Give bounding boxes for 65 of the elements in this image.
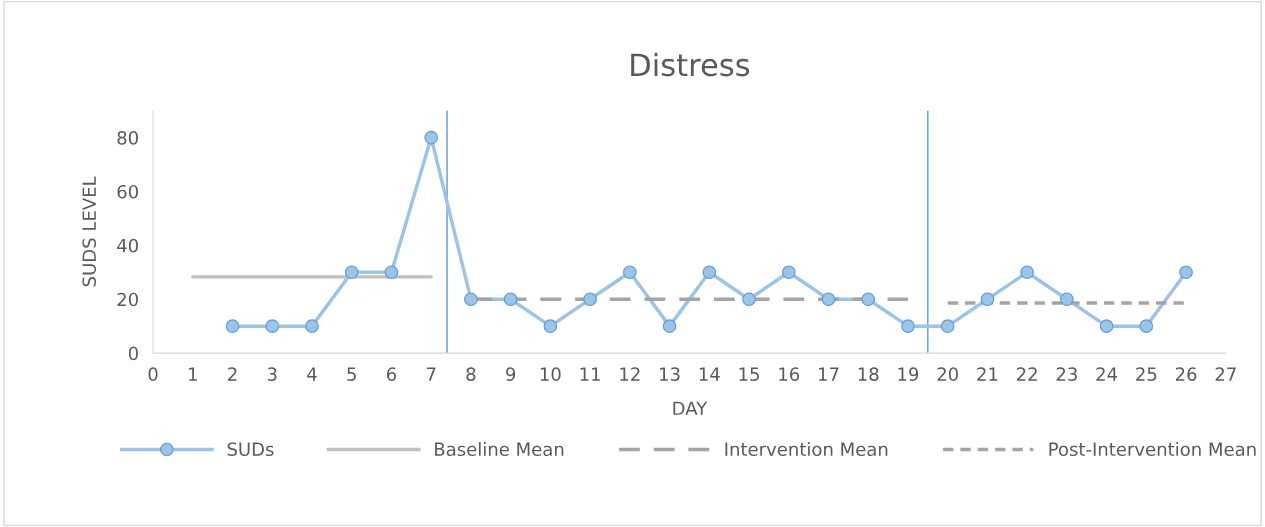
- chart-title: Distress: [631, 52, 750, 77]
- x-tick-label: 27: [1215, 367, 1236, 381]
- x-tick-label: 21: [977, 367, 998, 381]
- x-tick-label: 22: [1016, 367, 1037, 381]
- point: [543, 319, 558, 333]
- point: [702, 265, 717, 280]
- x-tick-label: 17: [818, 367, 839, 381]
- point: [781, 265, 796, 280]
- x-tick-label: 19: [898, 367, 919, 381]
- y-tick-label: 40: [117, 238, 138, 253]
- legend-label: Baseline Mean: [435, 442, 564, 457]
- point: [901, 319, 915, 333]
- x-tick-label: 12: [620, 367, 640, 381]
- legend-label: Post-Intervention Mean: [1049, 442, 1256, 457]
- point: [225, 319, 240, 333]
- x-tick-label: 20: [937, 367, 958, 381]
- x-tick-label: 9: [506, 367, 516, 381]
- point: [1020, 265, 1034, 280]
- x-tick-label: 6: [386, 367, 397, 381]
- point: [940, 319, 955, 333]
- legend-label: Intervention Mean: [725, 442, 888, 457]
- x-axis-title: DAY: [673, 401, 708, 415]
- x-tick-label: 23: [1056, 367, 1077, 381]
- x-tick-label: 1: [189, 367, 197, 381]
- point: [583, 292, 597, 307]
- point: [1179, 265, 1193, 280]
- x-tick-label: 13: [660, 367, 680, 381]
- y-tick-label: 20: [117, 292, 138, 307]
- point: [344, 265, 359, 280]
- y-tick-label: 0: [128, 346, 138, 361]
- x-tick-label: 18: [858, 367, 879, 381]
- y-tick-label: 80: [117, 131, 138, 145]
- point: [265, 319, 280, 333]
- x-tick-label: 11: [580, 367, 600, 381]
- x-tick-label: 14: [699, 367, 720, 381]
- point: [1060, 292, 1074, 307]
- point: [623, 265, 637, 280]
- point: [980, 292, 995, 307]
- x-tick-label: 4: [307, 367, 317, 381]
- x-tick-label: 26: [1175, 367, 1197, 381]
- point: [821, 292, 836, 307]
- point: [662, 319, 677, 333]
- point: [305, 319, 319, 333]
- x-tick-label: 24: [1096, 367, 1118, 381]
- point: [1139, 319, 1154, 333]
- point: [464, 292, 478, 307]
- y-tick-label: 60: [117, 184, 138, 199]
- x-tick-label: 7: [426, 367, 436, 381]
- x-tick-label: 3: [267, 367, 277, 381]
- point: [1099, 319, 1114, 333]
- y-axis-title: SUDS LEVEL: [82, 176, 97, 287]
- legend-label: SUDs: [227, 442, 274, 457]
- x-tick-label: 0: [148, 367, 158, 381]
- x-tick-label: 15: [739, 367, 759, 381]
- point: [503, 292, 518, 307]
- point: [861, 292, 876, 307]
- point: [384, 265, 399, 280]
- point: [742, 292, 756, 307]
- point: [424, 130, 438, 145]
- x-tick-label: 25: [1136, 367, 1157, 381]
- x-tick-label: 8: [466, 367, 476, 381]
- x-tick-label: 5: [347, 367, 356, 381]
- x-tick-label: 2: [228, 367, 237, 381]
- x-tick-label: 10: [540, 367, 561, 381]
- x-tick-label: 16: [779, 367, 800, 381]
